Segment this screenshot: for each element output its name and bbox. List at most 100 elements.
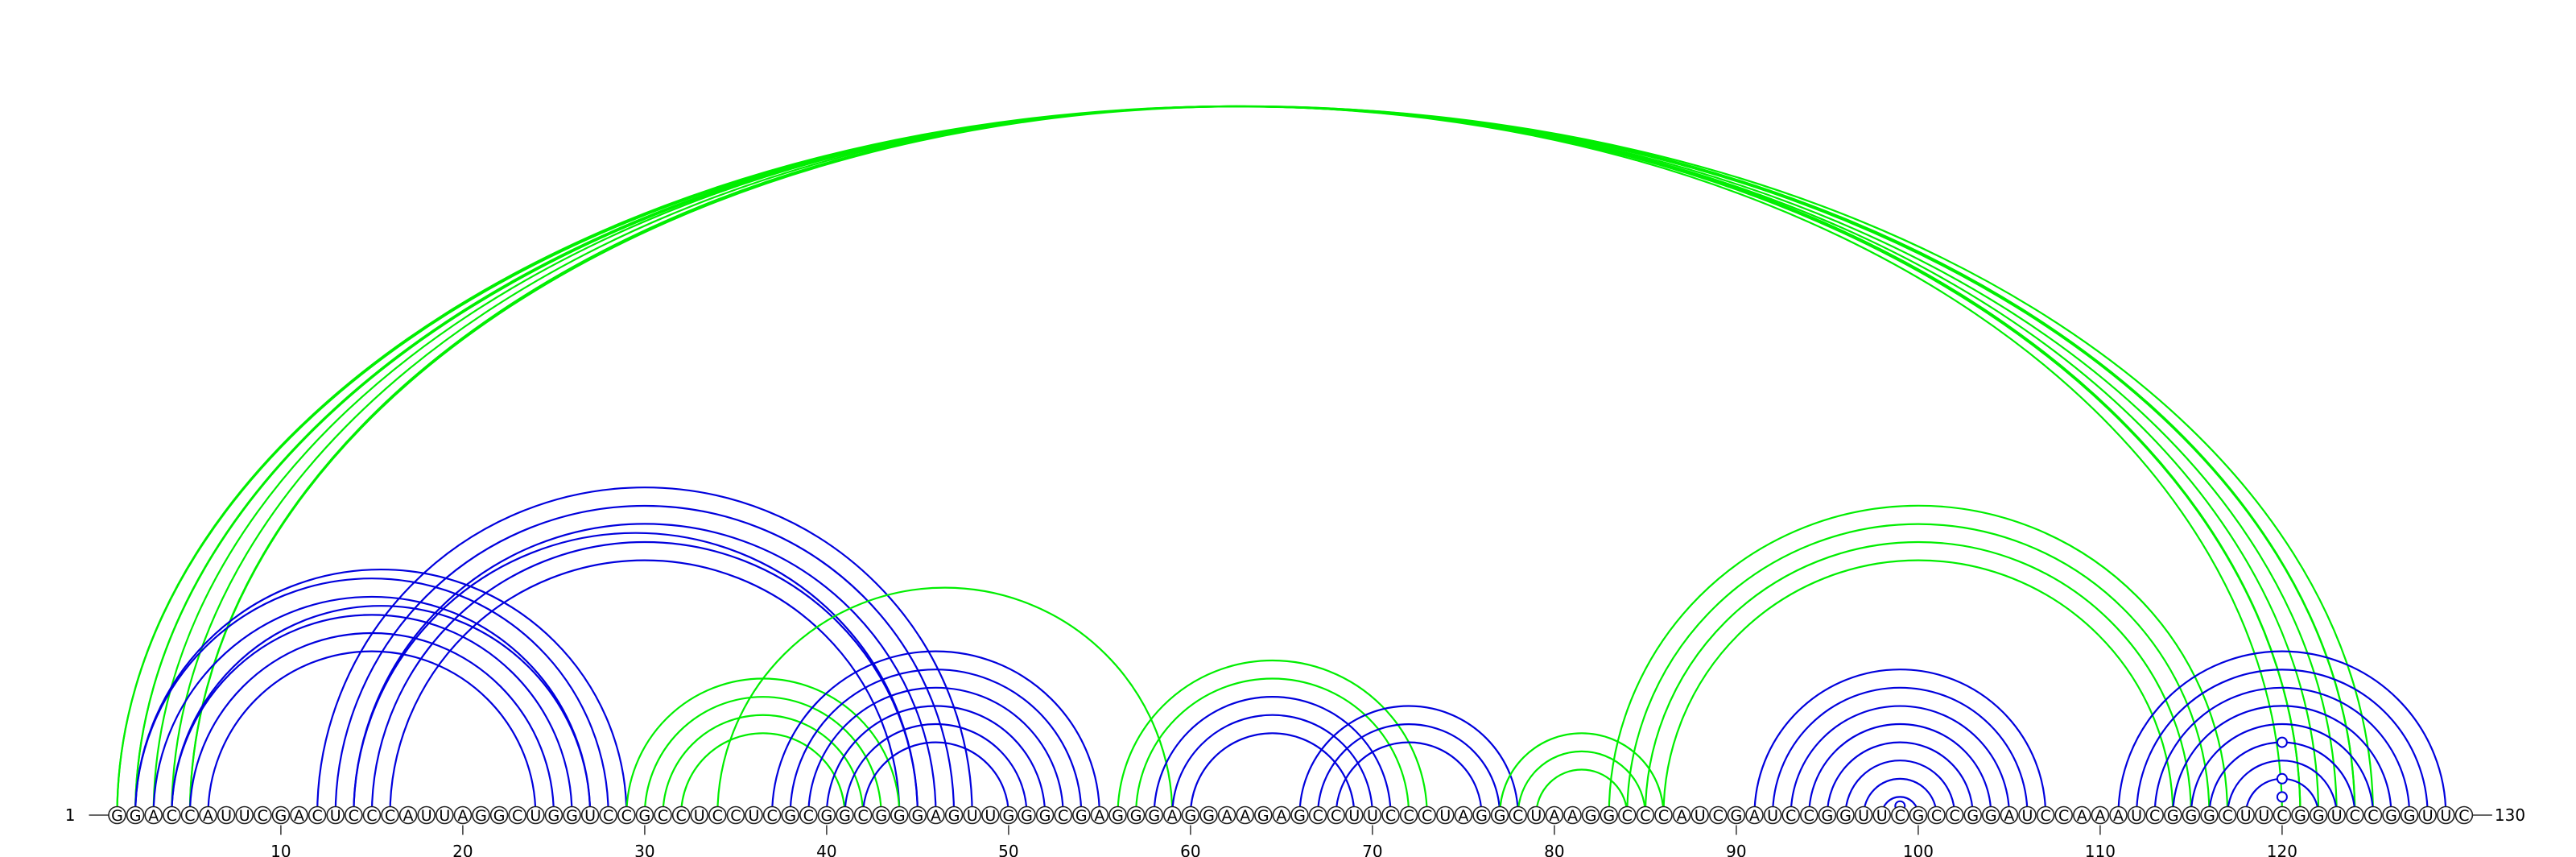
nucleotide-circle [489, 805, 509, 825]
nucleotide-letter: C [1385, 807, 1396, 825]
nucleotide-78: C [1509, 805, 1527, 825]
nucleotide-84: C [1618, 805, 1637, 825]
tick-label-110: 110 [2085, 842, 2116, 857]
base-pair-arc-5-120 [188, 105, 2283, 816]
base-pair-arc-39-53 [807, 686, 1064, 816]
nucleotide-letter: G [1822, 807, 1834, 825]
nucleotide-letter: A [1549, 807, 1559, 825]
nucleotide-letter: A [403, 807, 414, 825]
nucleotide-letter: G [2313, 807, 2325, 825]
base-pair-arc-58-71 [1153, 696, 1392, 816]
nucleotide-53: C [1054, 805, 1072, 825]
nucleotide-39: C [799, 805, 818, 825]
base-pair-arc-12-48 [316, 486, 973, 816]
nucleotide-108: C [2054, 805, 2073, 825]
nucleotide-86: C [1654, 805, 1673, 825]
nucleotide-circle [1399, 805, 1418, 825]
nucleotide-letter: G [1185, 807, 1197, 825]
nucleotide-circle [126, 805, 145, 825]
nucleotide-2: G [126, 805, 145, 825]
nucleotide-32: C [671, 805, 691, 825]
nucleotide-35: C [726, 805, 745, 825]
nucleotide-letter: A [203, 807, 213, 825]
base-pair-arc-92-106 [1772, 686, 2029, 816]
nucleotide-31: C [654, 805, 672, 825]
nucleotide-letter: C [1403, 807, 1414, 825]
nucleotide-circle [1126, 805, 1146, 825]
nucleotide-66: G [1290, 805, 1309, 825]
nucleotide-letter: U [530, 807, 541, 825]
nucleotide-letter: U [1767, 807, 1778, 825]
nucleotide-circle [180, 805, 200, 825]
nucleotide-letter: C [1331, 807, 1341, 825]
nucleotide-106: U [2018, 805, 2037, 825]
nucleotide-letter: C [258, 807, 268, 825]
nucleotide-letter: G [1003, 807, 1015, 825]
nucleotide-letter: C [1713, 807, 1724, 825]
nucleotide-circle [890, 805, 909, 825]
nucleotide-letter: C [1785, 807, 1796, 825]
nucleotide-69: U [1345, 805, 1364, 825]
nucleotide-circle [217, 805, 236, 825]
nucleotide-letter: A [931, 807, 941, 825]
nucleotide-letter: G [566, 807, 578, 825]
nucleotide-letter: C [621, 807, 632, 825]
nucleotide-circle [1381, 805, 1400, 825]
nucleotide-circle [2036, 805, 2055, 825]
nucleotide-circle [1418, 805, 1436, 825]
nucleotide-letter: C [2222, 807, 2232, 825]
nucleotide-circle [1236, 805, 1254, 825]
nucleotide-circle [690, 805, 709, 825]
nucleotide-circle [708, 805, 727, 825]
nucleotide-letter: G [2203, 807, 2215, 825]
nucleotide-letter: U [2022, 807, 2033, 825]
nucleotide-letter: A [457, 807, 468, 825]
base-pair-arc-59-70 [1171, 714, 1373, 816]
nucleotide-72: C [1399, 805, 1418, 825]
tick-label-40: 40 [816, 842, 836, 857]
nucleotide-letter: C [712, 807, 723, 825]
nucleotide-circle [2182, 805, 2201, 825]
nucleotide-letter: A [1567, 807, 1578, 825]
nucleotide-62: A [1217, 805, 1236, 825]
nucleotide-letter: C [1658, 807, 1669, 825]
pair-marker-2 [2276, 791, 2288, 803]
nucleotide-circle [1563, 805, 1582, 825]
nucleotide-circle [344, 805, 363, 825]
nucleotide-letter: C [658, 807, 668, 825]
nucleotide-circle [1527, 805, 1546, 825]
nucleotide-letter: G [2294, 807, 2306, 825]
nucleotide-127: G [2400, 805, 2419, 825]
nucleotide-circle [1727, 805, 1746, 825]
nucleotide-circle [1072, 805, 1091, 825]
nucleotide-circle [2127, 805, 2146, 825]
nucleotide-letter: C [1640, 807, 1650, 825]
nucleotide-letter: U [2331, 807, 2343, 825]
nucleotide-30: G [635, 805, 654, 825]
nucleotide-letter: G [1603, 807, 1615, 825]
nucleotide-circle [2437, 805, 2455, 825]
nucleotide-75: A [1454, 805, 1473, 825]
nucleotide-circle [2054, 805, 2073, 825]
nucleotide-117: C [2218, 805, 2237, 825]
nucleotide-letter: A [1094, 807, 1104, 825]
nucleotide-circle [1217, 805, 1236, 825]
tick-label-10: 10 [270, 842, 291, 857]
nucleotide-54: G [1072, 805, 1091, 825]
nucleotide-circle [2091, 805, 2110, 825]
nucleotide-126: G [2382, 805, 2401, 825]
nucleotide-21: G [472, 805, 490, 825]
nucleotide-83: G [1600, 805, 1618, 825]
base-pair-arc-3-27 [152, 595, 592, 816]
nucleotide-114: G [2164, 805, 2182, 825]
nucleotide-48: U [963, 805, 981, 825]
nucleotide-circle [326, 805, 345, 825]
base-pair-arc-96-102 [1844, 760, 1956, 816]
nucleotide-letter: G [1112, 807, 1124, 825]
base-pair-arc-67-77 [1317, 722, 1501, 816]
tick-label-120: 120 [2267, 842, 2297, 857]
base-pair-arc-84-116 [1626, 523, 2211, 816]
base-pair-arc-3-122 [152, 105, 2320, 816]
nucleotide-letter: A [294, 807, 304, 825]
nucleotide-circle [1872, 805, 1891, 825]
